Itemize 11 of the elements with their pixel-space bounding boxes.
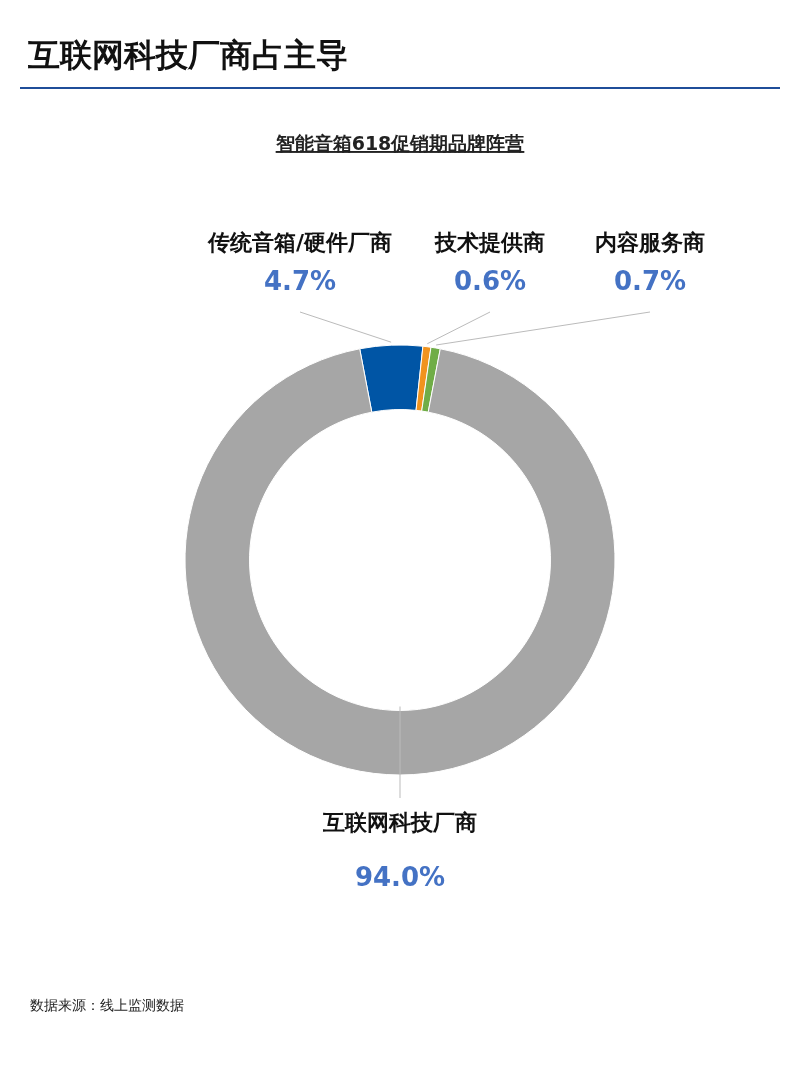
- chart-subtitle: 智能音箱618促销期品牌阵营: [274, 132, 525, 154]
- source-note: 数据来源：线上监测数据: [30, 997, 184, 1013]
- data-label: 0.7%: [613, 266, 687, 296]
- slice-label: 内容服务商: [595, 230, 705, 255]
- chart-title: 互联网科技厂商占主导: [27, 36, 348, 74]
- slice-label: 传统音箱/硬件厂商: [206, 230, 393, 255]
- data-label: 94.0%: [354, 862, 446, 892]
- slice-label: 互联网科技厂商: [322, 810, 477, 835]
- slice-label: 技术提供商: [434, 230, 545, 255]
- data-label: 0.6%: [453, 266, 527, 296]
- data-label: 4.7%: [263, 266, 337, 296]
